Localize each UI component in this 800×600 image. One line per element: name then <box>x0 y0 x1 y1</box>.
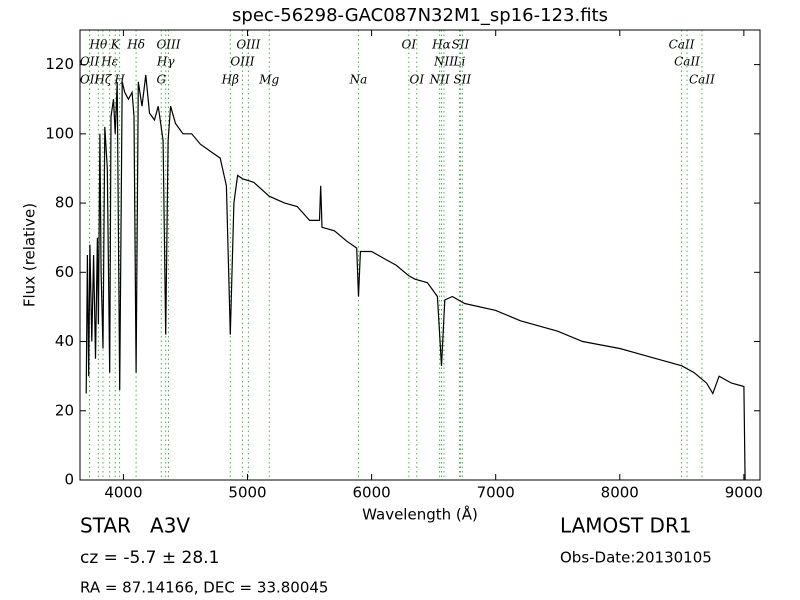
spectral-line-label: Hβ <box>221 73 239 87</box>
x-tick-label: 4000 <box>104 484 142 502</box>
spectral-line-label: G <box>156 73 166 87</box>
star-class: STAR A3V <box>80 514 190 538</box>
x-tick-label: 9000 <box>725 484 763 502</box>
spectral-line-label: K <box>110 38 121 52</box>
x-tick-label: 5000 <box>228 484 266 502</box>
y-tick-label: 0 <box>64 471 74 489</box>
y-tick-label: 80 <box>55 194 74 212</box>
spectral-line-label: CaII <box>689 73 715 87</box>
spectral-line-label: OIII <box>156 38 180 52</box>
coordinates: RA = 87.14166, DEC = 33.80045 <box>80 579 328 597</box>
y-tick-label: 120 <box>45 55 74 73</box>
spectral-line-label: Na <box>349 73 368 87</box>
chart-title: spec-56298-GAC087N32M1_sp16-123.fits <box>232 5 608 26</box>
spectral-line-label: Li <box>453 55 466 69</box>
spectral-line-label: Hε <box>100 55 118 69</box>
redshift: cz = -5.7 ± 28.1 <box>80 548 219 568</box>
survey: LAMOST DR1 <box>560 514 692 538</box>
spectral-line-label: Hθ <box>89 38 108 52</box>
y-axis-label: Flux (relative) <box>21 203 39 307</box>
spectral-line-label: CaII <box>669 38 695 52</box>
x-tick-label: 8000 <box>601 484 639 502</box>
spectral-line-label: NII <box>433 55 454 69</box>
spectral-line-label: Hγ <box>156 55 175 69</box>
spectral-line-label: CaII <box>674 55 700 69</box>
spectral-line-label: Hδ <box>126 38 145 52</box>
spectral-line-label: OI <box>409 73 424 87</box>
spectral-line-label: SII <box>452 38 470 52</box>
y-tick-label: 40 <box>55 332 74 350</box>
spectral-line-label: Hα <box>431 38 451 52</box>
x-tick-label: 6000 <box>353 484 391 502</box>
x-tick-label: 7000 <box>477 484 515 502</box>
y-tick-label: 60 <box>55 263 74 281</box>
spectrum-line <box>85 74 746 481</box>
spectral-line-label: SII <box>453 73 471 87</box>
spectral-line-label: Mg <box>258 73 279 87</box>
y-tick-label: 100 <box>45 124 74 142</box>
y-tick-label: 20 <box>55 401 74 419</box>
spectral-line-label: H <box>113 73 125 87</box>
spectral-line-label: OIII <box>236 38 260 52</box>
spectral-line-label: OIII <box>230 55 254 69</box>
spectral-line-label: OI <box>402 38 417 52</box>
obs-date: Obs-Date:20130105 <box>560 549 712 567</box>
x-axis-label: Wavelength (Å) <box>362 505 478 524</box>
spectral-line-label: Hζ <box>93 73 112 87</box>
plot-frame <box>79 29 761 481</box>
spectral-line-label: OII <box>80 73 100 87</box>
spectral-line-label: NII <box>429 73 450 87</box>
